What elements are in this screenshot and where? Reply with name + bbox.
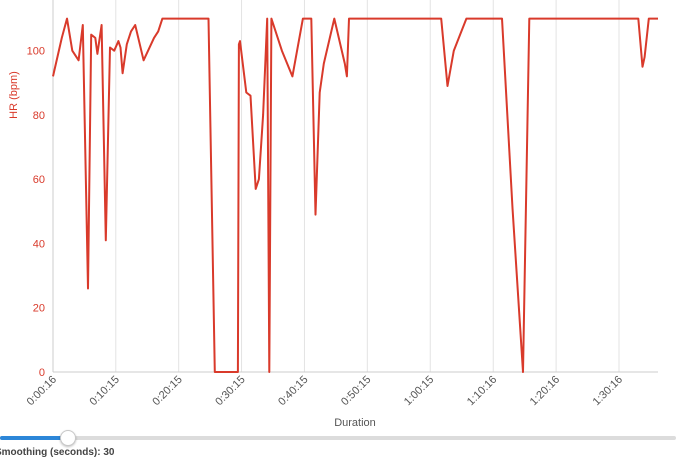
smoothing-slider-fill xyxy=(0,436,68,440)
x-tick-label: 1:30:16 xyxy=(591,374,625,408)
x-tick-label: 0:30:15 xyxy=(213,374,247,408)
gridlines xyxy=(52,0,620,372)
y-tick-label: 20 xyxy=(33,303,45,315)
x-tick-label: 0:40:15 xyxy=(276,374,310,408)
y-tick-label: 40 xyxy=(33,238,45,250)
y-tick-label: 80 xyxy=(33,110,45,122)
x-tick-label: 1:00:15 xyxy=(402,374,436,408)
x-tick-label: 0:20:15 xyxy=(150,374,184,408)
x-tick-label: 0:10:15 xyxy=(87,374,121,408)
y-tick-label: 60 xyxy=(33,174,45,186)
hr-series-line xyxy=(52,17,658,373)
smoothing-slider-thumb[interactable] xyxy=(59,430,76,446)
x-tick-label: 1:20:16 xyxy=(528,374,562,408)
smoothing-label: Smoothing (seconds): 30 xyxy=(0,447,115,458)
y-axis-title: HR (bpm) xyxy=(8,71,20,119)
x-tick-label: 1:10:16 xyxy=(465,374,499,408)
y-axis-ticks: 0 20 40 60 80 100 xyxy=(27,46,45,379)
x-axis-title: Duration xyxy=(334,417,376,429)
y-tick-label: 100 xyxy=(27,46,45,58)
smoothing-slider[interactable] xyxy=(0,430,676,446)
x-axis-ticks: 0:00:16 0:10:15 0:20:15 0:30:15 0:40:15 0:50:… xyxy=(25,374,625,408)
y-tick-label: 0 xyxy=(39,367,45,379)
x-tick-label: 0:50:15 xyxy=(339,374,373,408)
